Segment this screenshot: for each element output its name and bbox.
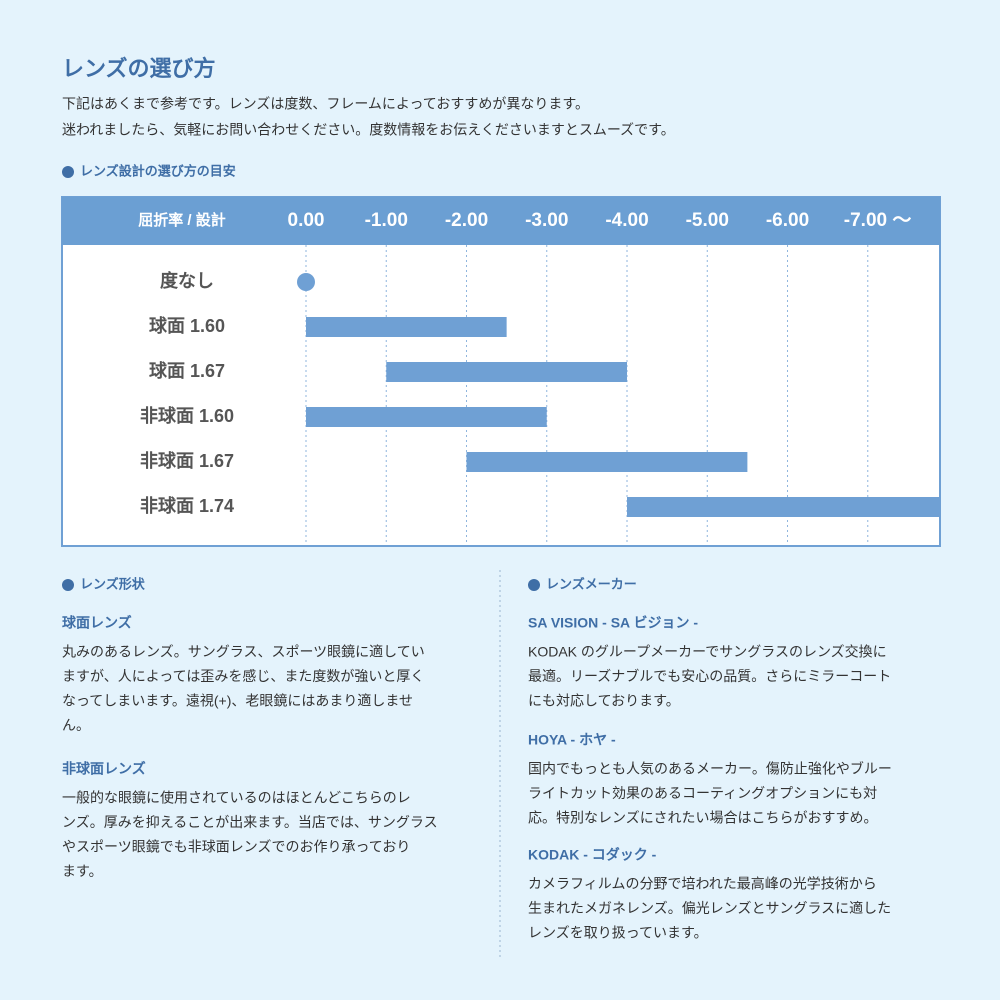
- point: [297, 273, 315, 291]
- section-heading: レンズメーカー: [546, 576, 637, 591]
- item-line: 応。特別なレンズにされたい場合はこちらがおすすめ。: [528, 810, 877, 826]
- row-label: 非球面 1.74: [140, 495, 234, 516]
- item-title: 非球面レンズ: [62, 761, 146, 777]
- intro-line: 下記はあくまで参考です。レンズは度数、フレームによっておすすめが異なります。: [62, 96, 589, 112]
- x-tick-label: 0.00: [288, 210, 325, 231]
- row-label: 度なし: [160, 270, 214, 291]
- row-label: 球面 1.60: [149, 316, 225, 336]
- section-heading: レンズ形状: [80, 576, 146, 591]
- item-line: KODAK のグループメーカーでサングラスのレンズ交換に: [528, 644, 887, 660]
- item-title: 球面レンズ: [62, 615, 132, 631]
- x-tick-label: -4.00: [605, 210, 648, 231]
- bullet: [62, 579, 74, 591]
- range-bar: [466, 452, 748, 472]
- item-line: やスポーツ眼鏡でも非球面レンズでのお作り承っており: [62, 839, 410, 855]
- range-bar: [306, 317, 507, 337]
- x-tick-label: -5.00: [686, 210, 729, 231]
- item-line: ンズ。厚みを抑えることが出来ます。当店では、サングラス: [62, 814, 438, 830]
- item-title: SA VISION - SA ビジョン -: [528, 615, 698, 631]
- label-header: 屈折率 / 設計: [138, 211, 226, 229]
- x-tick-label: -7.00 〜: [844, 210, 912, 231]
- item-line: 国内でもっとも人気のあるメーカー。傷防止強化やブルー: [528, 761, 892, 777]
- item-line: にも対応しております。: [528, 693, 680, 709]
- range-bar: [386, 362, 628, 382]
- item-line: ますが、人によっては歪みを感じ、また度数が強いと厚く: [62, 668, 424, 684]
- x-tick-label: -1.00: [365, 210, 408, 231]
- range-bar: [627, 497, 940, 517]
- chart-heading: レンズ設計の選び方の目安: [80, 163, 236, 178]
- item-line: 一般的な眼鏡に使用されているのはほとんどこちらのレ: [62, 790, 411, 806]
- title: レンズの選び方: [62, 56, 216, 81]
- bullet: [62, 166, 74, 178]
- range-bar: [306, 407, 547, 427]
- row-label: 非球面 1.67: [140, 450, 234, 471]
- x-tick-label: -6.00: [766, 210, 809, 231]
- item-title: HOYA - ホヤ -: [528, 732, 616, 748]
- item-line: ん。: [62, 717, 90, 733]
- item-line: なってしまいます。遠視(+)、老眼鏡にはあまり適しませ: [62, 693, 413, 709]
- row-label: 非球面 1.60: [140, 405, 234, 426]
- item-line: ます。: [62, 863, 103, 879]
- row-label: 球面 1.67: [149, 361, 225, 381]
- item-line: 丸みのあるレンズ。サングラス、スポーツ眼鏡に適してい: [62, 644, 425, 660]
- item-title: KODAK - コダック -: [528, 847, 657, 863]
- x-tick-label: -2.00: [445, 210, 488, 231]
- item-line: 生まれたメガネレンズ。偏光レンズとサングラスに適した: [528, 900, 891, 916]
- item-line: ライトカット効果のあるコーティングオプションにも対: [528, 785, 877, 801]
- item-line: カメラフィルムの分野で培われた最高峰の光学技術から: [528, 876, 877, 892]
- item-line: レンズを取り扱っています。: [528, 925, 708, 941]
- bullet: [528, 579, 540, 591]
- chart-header: [62, 197, 940, 245]
- x-tick-label: -3.00: [525, 210, 568, 231]
- intro-line: 迷われましたら、気軽にお問い合わせください。度数情報をお伝えくださいますとスムー…: [62, 122, 675, 138]
- item-line: 最適。リーズナブルでも安心の品質。さらにミラーコート: [528, 668, 891, 684]
